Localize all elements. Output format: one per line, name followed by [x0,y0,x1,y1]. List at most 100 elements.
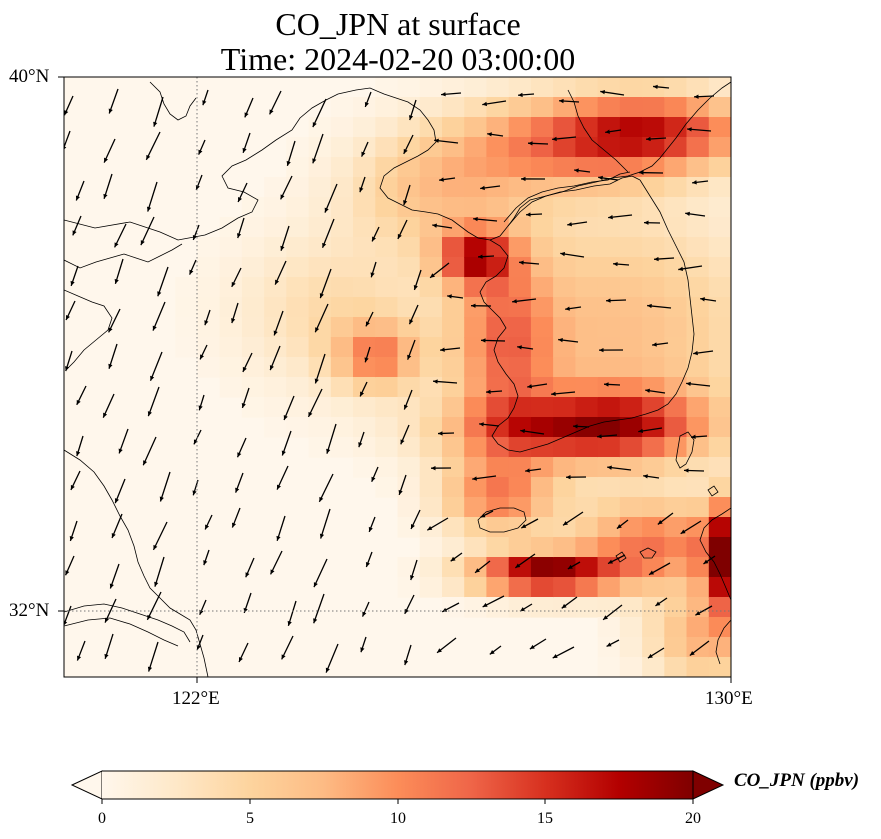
field-cell [419,277,443,298]
field-cell [442,417,465,438]
field-cell [375,337,399,358]
field-cell [442,137,465,158]
field-cell [708,177,731,198]
field-cell [464,97,487,118]
field-cell [642,537,665,558]
field-cell [553,357,576,378]
field-cell [464,357,487,378]
field-cell [486,357,510,378]
field-cell [553,117,576,138]
field-cell [664,257,688,278]
field-cell [219,377,243,398]
field-cell [286,177,310,198]
wind-arrow-shaft [313,558,328,588]
wind-arrow-head [680,529,686,534]
korea-peninsula-outline [479,179,695,453]
field-cell [553,297,576,318]
wind-arrow-head [365,561,370,567]
field-cell [219,297,243,318]
field-cell [486,137,510,158]
field-cell [619,117,643,138]
field-cell [530,437,554,458]
field-cell [375,437,399,458]
field-cell [442,257,465,278]
field-cell [264,297,287,318]
field-cell [419,557,443,578]
field-cell [508,77,532,98]
wind-arrow-shaft [320,508,331,539]
field-cell [530,117,554,138]
wind-arrow-head [281,654,286,660]
field-cell [642,417,665,438]
wind-arrow-head [442,607,448,612]
wind-arrow-head [368,526,373,532]
wind-arrow-head [65,366,70,372]
field-cell [575,457,599,478]
field-cell [241,317,265,338]
field-cell [708,637,731,658]
field-cell [375,297,399,318]
field-cell [597,577,621,598]
wind-arrow-head [111,533,116,539]
wind-arrow-head [447,294,452,299]
field-cell [175,277,198,298]
field-cell [442,457,465,478]
wind-arrow-head [362,611,367,617]
field-cell [708,237,731,258]
wind-arrow-shaft [147,386,160,417]
wind-arrow-head [372,236,377,242]
field-cell [442,117,465,138]
wind-arrow-shaft [314,303,329,333]
field-cell [508,377,532,398]
wind-arrow-shaft [142,436,157,466]
wind-arrow-head [518,92,523,98]
field-cell [464,257,487,278]
wind-arrow-head [599,347,604,353]
wind-arrow-head [118,448,123,454]
wind-arrow-head [471,303,476,308]
wind-arrow-head [512,299,517,304]
field-cell [375,257,399,278]
field-cell [375,477,399,498]
field-cell [642,197,665,218]
wind-arrow-head [114,278,119,284]
wind-arrow-head [319,533,325,539]
lon-tick-122E: 122°E [172,688,220,709]
wind-arrow-head [409,319,414,325]
liaodong-inner [149,81,197,121]
field-cell [264,337,287,358]
wind-arrow-head [693,350,698,356]
field-cell [597,597,621,618]
wind-arrow-shaft [147,181,158,212]
wind-arrow-head [694,94,699,99]
field-cell [575,277,599,298]
wind-arrow-shaft [146,591,162,621]
field-cell [530,517,554,538]
field-cell [530,457,554,478]
wind-arrow-head [322,242,327,248]
wind-arrow-head [410,575,415,581]
field-cell [419,237,443,258]
field-cell [664,297,688,318]
field-cell [464,157,487,178]
yangtze-bank [64,617,179,647]
field-cell [508,117,532,138]
wind-arrow-head [400,439,405,445]
field-cell [530,597,554,618]
wind-arrow-head [560,251,566,257]
field-cell [464,237,487,258]
wind-arrow-head [475,568,480,573]
wind-arrow-head [604,382,609,387]
wind-arrow-head [324,207,329,213]
field-cell [597,297,621,318]
field-cell [308,237,332,258]
field-cell [664,377,688,398]
field-cell [442,277,465,298]
field-cell [464,377,487,398]
wind-arrow-head [283,415,288,421]
wind-arrow-head [481,338,486,343]
field-cell [419,577,443,598]
field-cell [575,77,599,98]
wind-arrow-head [241,402,246,408]
wind-arrow-head [486,389,491,394]
